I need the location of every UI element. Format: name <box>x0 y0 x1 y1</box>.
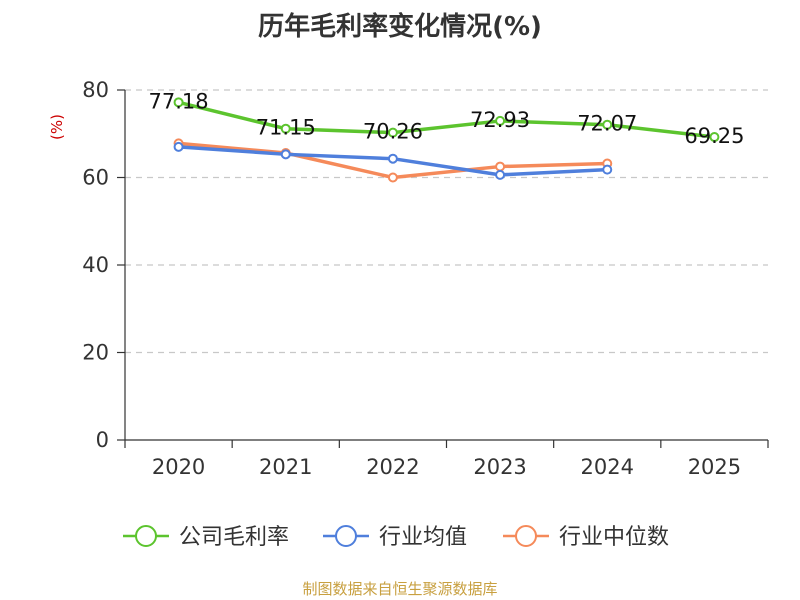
data-label: 71.15 <box>256 116 316 140</box>
y-unit-label: (%) <box>48 114 66 140</box>
data-label: 77.18 <box>149 89 209 113</box>
y-tick-label: 0 <box>96 428 109 452</box>
y-tick-label: 40 <box>82 253 109 277</box>
data-point <box>387 153 398 164</box>
data-label: 72.93 <box>470 108 530 132</box>
x-tick-label: 2025 <box>688 455 741 479</box>
legend-item[interactable]: 公司毛利率 <box>123 525 289 550</box>
legend-marker <box>135 525 157 547</box>
data-point <box>602 164 613 175</box>
data-point <box>387 127 398 138</box>
legend-label: 行业均值 <box>379 525 467 550</box>
data-point <box>602 119 613 130</box>
data-point <box>709 132 720 143</box>
data-label: 72.07 <box>577 112 637 136</box>
data-point <box>387 172 398 183</box>
x-tick-label: 2023 <box>473 455 526 479</box>
data-point <box>495 161 506 172</box>
legend-label: 行业中位数 <box>559 525 669 550</box>
legend-marker <box>515 525 537 547</box>
data-point <box>495 169 506 180</box>
data-point <box>173 97 184 108</box>
y-tick-label: 60 <box>82 166 109 190</box>
legend-marker <box>335 525 357 547</box>
source-note: 制图数据来自恒生聚源数据库 <box>302 580 498 598</box>
data-label: 69.25 <box>684 124 744 148</box>
legend-label: 公司毛利率 <box>179 525 289 550</box>
axes: 0 20 40 60 80 2020 2021 2022 2023 2024 2025 (%) <box>48 78 769 479</box>
chart-title: 历年毛利率变化情况(%) <box>258 12 542 42</box>
x-tick-label: 2020 <box>152 455 205 479</box>
x-tick-label: 2022 <box>366 455 419 479</box>
grid-lines <box>125 89 768 354</box>
data-point <box>280 149 291 160</box>
legend-item[interactable]: 行业中位数 <box>503 525 669 550</box>
data-point <box>280 123 291 134</box>
legend-item[interactable]: 行业均值 <box>323 525 467 550</box>
series-line <box>178 100 715 139</box>
x-tick-label: 2021 <box>259 455 312 479</box>
y-tick-label: 20 <box>82 341 109 365</box>
legend[interactable]: 公司毛利率 行业均值 行业中位数 <box>123 525 669 550</box>
data-point <box>495 115 506 126</box>
data-point <box>173 141 184 152</box>
series-lines <box>173 97 720 183</box>
y-tick-label: 80 <box>82 78 109 102</box>
data-label: 70.26 <box>363 120 423 144</box>
x-tick-label: 2024 <box>581 455 634 479</box>
data-labels: 77.18 71.15 70.26 72.93 72.07 69.25 <box>149 89 745 148</box>
